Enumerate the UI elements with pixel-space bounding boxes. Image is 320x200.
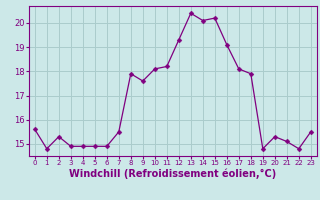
X-axis label: Windchill (Refroidissement éolien,°C): Windchill (Refroidissement éolien,°C) [69, 169, 276, 179]
